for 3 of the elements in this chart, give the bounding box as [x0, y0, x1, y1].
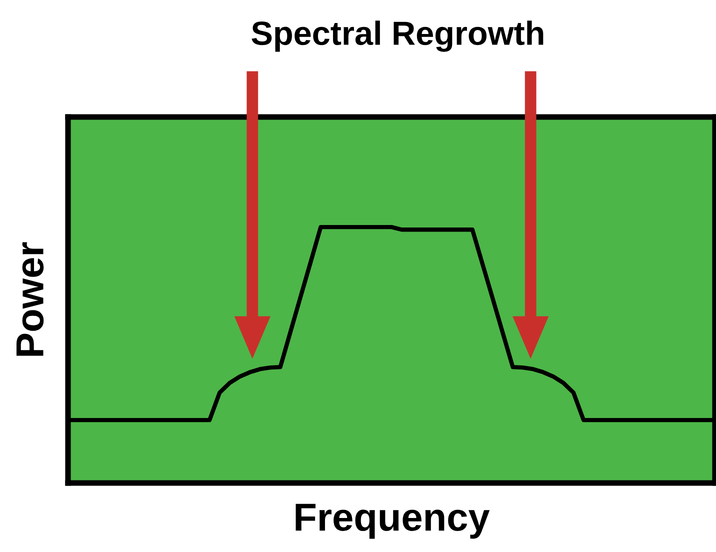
chart-title: Spectral Regrowth	[252, 20, 544, 52]
y-axis-title: Power	[16, 242, 44, 356]
x-axis-title: Frequency	[296, 504, 490, 539]
